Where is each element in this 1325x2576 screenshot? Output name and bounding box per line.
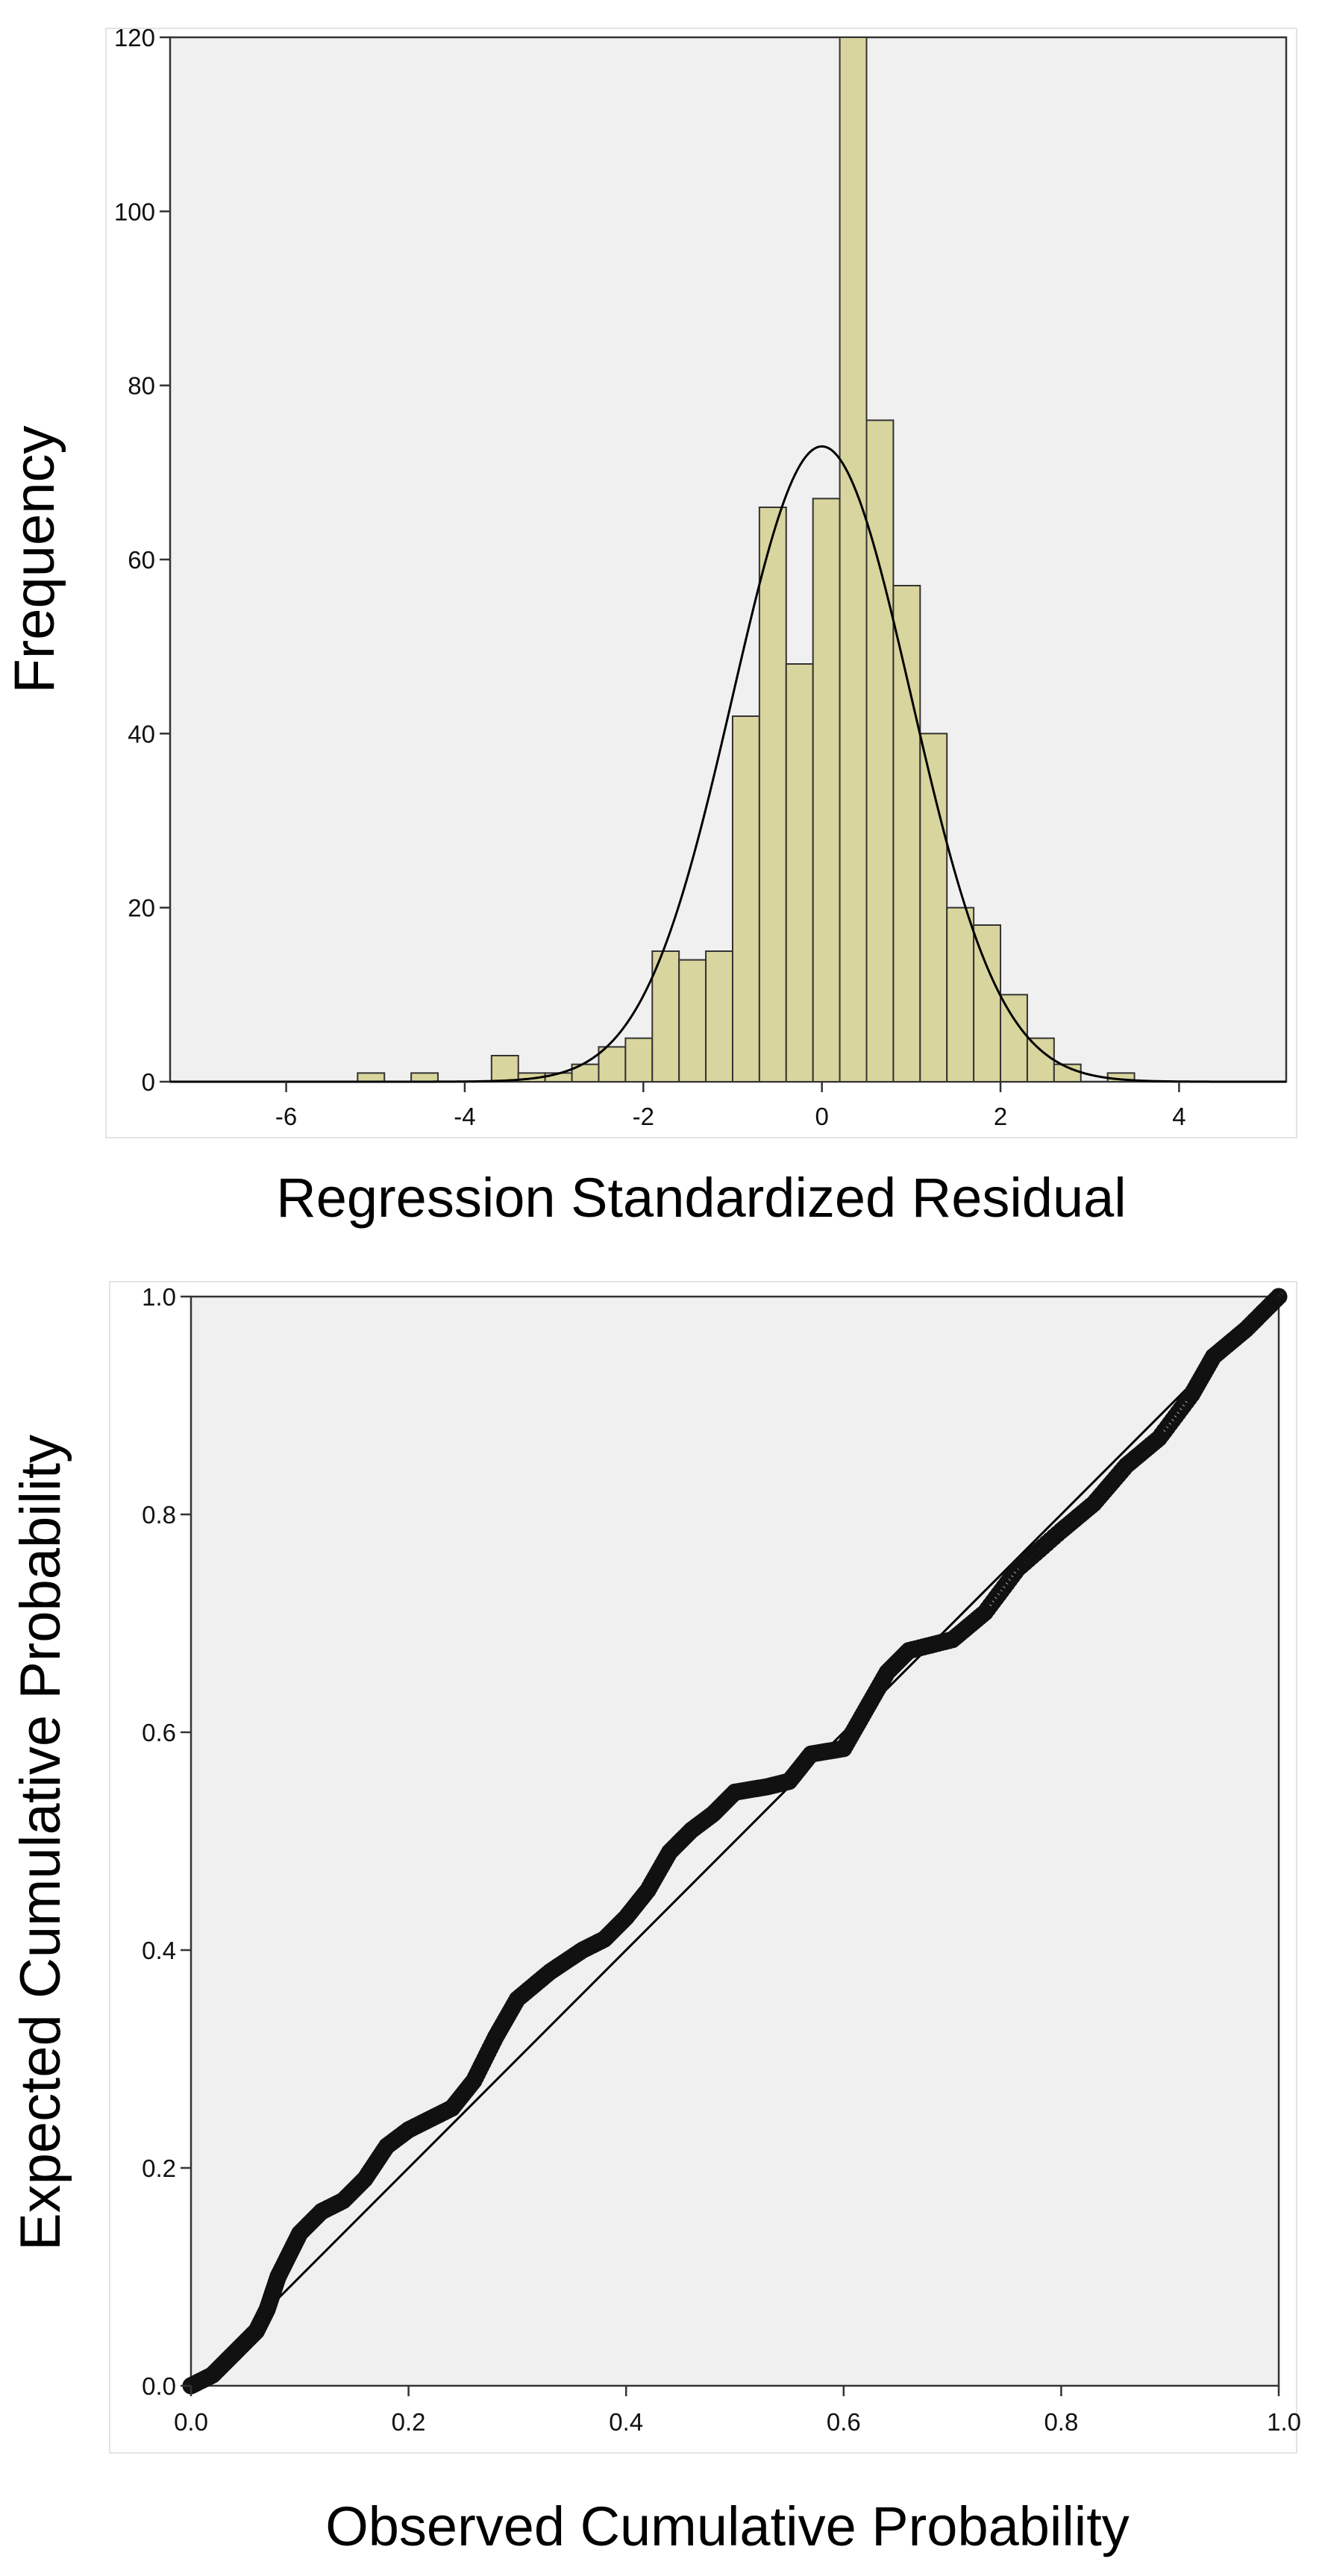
histogram-y-axis-title: Frequency — [3, 425, 66, 693]
pp-plot-y-axis-title: Expected Cumulative Probability — [9, 1435, 72, 2251]
histogram-x-tick-label: -4 — [454, 1103, 475, 1130]
histogram-y-tick-label: 0 — [142, 1068, 155, 1096]
pp-plot-x-ticks: 0.0 0.2 0.4 0.6 0.8 1.0 — [174, 2386, 1301, 2436]
histogram-bar — [758, 507, 787, 1082]
histogram-bar — [705, 950, 733, 1082]
histogram-bar — [973, 924, 1002, 1082]
pp-x-tick-label: 1.0 — [1267, 2408, 1301, 2436]
pp-x-tick-label: 0.8 — [1044, 2408, 1078, 2436]
histogram-bar — [1026, 1037, 1055, 1082]
histogram-bar — [678, 959, 707, 1082]
histogram-x-axis-title: Regression Standardized Residual — [276, 1167, 1126, 1229]
histogram-bar — [598, 1046, 627, 1083]
histogram-y-tick-label: 40 — [128, 720, 155, 748]
pp-x-tick-label: 0.2 — [392, 2408, 426, 2436]
histogram-x-tick-label: -6 — [275, 1103, 297, 1130]
pp-y-tick-label: 0.4 — [142, 1937, 176, 1964]
pp-y-tick-label: 0.2 — [142, 2154, 176, 2182]
pp-plot-points — [182, 1288, 1288, 2395]
histogram-bar — [490, 1055, 519, 1082]
histogram-y-tick-label: 20 — [128, 894, 155, 922]
histogram-bar — [865, 419, 895, 1082]
pp-y-tick-label: 1.0 — [142, 1283, 176, 1311]
histogram-plot-area — [169, 36, 1288, 1083]
pp-plot-x-axis-title: Observed Cumulative Probability — [325, 2495, 1130, 2557]
histogram-x-tick-label: 2 — [994, 1103, 1007, 1130]
histogram-y-tick-label: 120 — [114, 24, 155, 51]
pp-plot-y-ticks: 0.0 0.2 0.4 0.6 0.8 1.0 — [142, 1283, 191, 2400]
pp-y-tick-label: 0.6 — [142, 1719, 176, 1746]
histogram-x-ticks: -6 -4 -2 0 2 4 — [275, 1082, 1186, 1130]
pp-x-tick-label: 0.4 — [609, 2408, 643, 2436]
pp-point — [1270, 1288, 1288, 1306]
histogram-bar — [919, 733, 948, 1082]
reference-line — [189, 1295, 1280, 2387]
histogram-y-tick-label: 60 — [128, 546, 155, 574]
histogram-bar — [624, 1037, 654, 1082]
histogram-bar — [357, 1072, 386, 1083]
pp-x-tick-label: 0.6 — [827, 2408, 861, 2436]
histogram-bar — [812, 498, 841, 1082]
histogram-x-tick-label: 0 — [815, 1103, 828, 1130]
histogram-y-ticks: 0 20 40 60 80 100 120 — [114, 24, 170, 1096]
histogram-bar — [946, 906, 975, 1082]
histogram-x-tick-label: -2 — [633, 1103, 654, 1130]
normal-curve — [170, 445, 1286, 1083]
pp-point — [1267, 1291, 1285, 1309]
histogram-y-tick-label: 100 — [114, 198, 155, 225]
histogram-bar — [731, 715, 760, 1082]
pp-x-tick-label: 0.0 — [174, 2408, 208, 2436]
histogram-bar — [410, 1072, 439, 1083]
pp-y-tick-label: 0.8 — [142, 1501, 176, 1529]
histogram-chart: 0 20 40 60 80 100 120 -6 -4 -2 0 2 4 Frequency Regr… — [3, 24, 1297, 1229]
histogram-y-tick-label: 80 — [128, 372, 155, 400]
histogram-x-tick-label: 4 — [1172, 1103, 1185, 1130]
histogram-bar — [839, 37, 868, 1082]
histogram-bar — [785, 663, 814, 1082]
pp-plot-chart: 0.0 0.2 0.4 0.6 0.8 1.0 0.0 0.2 0.4 0.6 0.8 1.0 Ex… — [9, 1281, 1301, 2557]
histogram-bar — [1000, 994, 1028, 1083]
pp-y-tick-label: 0.0 — [142, 2372, 176, 2400]
histogram-bar — [892, 585, 921, 1082]
